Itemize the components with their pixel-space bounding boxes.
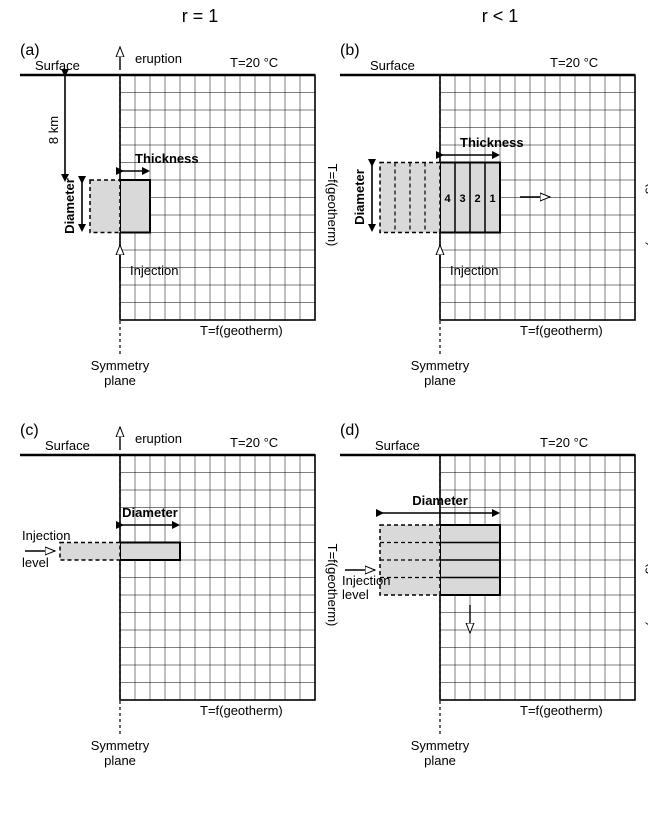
inj-lvl-c2: level (22, 555, 49, 570)
stack-1: 1 (489, 193, 495, 205)
panel-b: (b) (340, 42, 648, 388)
surface-label-d: Surface (375, 438, 420, 453)
panel-d-label: (d) (340, 422, 360, 439)
tgeo-bot-c: T=f(geotherm) (200, 703, 283, 718)
panel-d: (d) (340, 422, 648, 768)
eruption-label-a: eruption (135, 51, 182, 66)
injection-label-a: Injection (130, 263, 178, 278)
grid-d: Injection level Diameter T=20 °C T=f(geo… (340, 435, 648, 768)
diameter-label-c: Diameter (122, 505, 178, 520)
thickness-label-a: Thickness (135, 151, 199, 166)
diameter-label-b: Diameter (352, 169, 367, 225)
panel-c-label: (c) (20, 422, 39, 439)
panel-a-label: (a) (20, 42, 40, 59)
tsurf-c: T=20 °C (230, 435, 278, 450)
depth-label-a: 8 km (46, 116, 61, 144)
eruption-label-c: eruption (135, 431, 182, 446)
tsurf-b: T=20 °C (550, 55, 598, 70)
sym2-a: plane (104, 373, 136, 388)
sym2-d: plane (424, 753, 456, 768)
stack-3: 3 (459, 193, 465, 205)
diameter-label-d: Diameter (412, 493, 468, 508)
panel-b-label: (b) (340, 42, 360, 59)
tgeo-right-a: T=f(geotherm) (325, 164, 340, 247)
figure-canvas: r = 1 r < 1 (a) (0, 0, 648, 816)
sym1-c: Symmetry (91, 738, 150, 753)
tgeo-bot-a: T=f(geotherm) (200, 323, 283, 338)
tsurf-d: T=20 °C (540, 435, 588, 450)
diameter-label-a: Diameter (62, 178, 77, 234)
sym1-a: Symmetry (91, 358, 150, 373)
surface-label-c: Surface (45, 438, 90, 453)
panel-c: (c) (20, 422, 340, 768)
tgeo-right-c: T=f(geotherm) (325, 544, 340, 627)
injection-label-b: Injection (450, 263, 498, 278)
sym2-c: plane (104, 753, 136, 768)
panel-a: (a) (20, 42, 340, 388)
sym1-d: Symmetry (411, 738, 470, 753)
inj-lvl-d2: level (342, 587, 369, 602)
surface-label-b: Surface (370, 58, 415, 73)
grid-b: 4 3 2 1 Thickness Diameter Injection T=2… (340, 55, 648, 388)
stack-4: 4 (444, 193, 451, 205)
grid-c: Injection level Diameter eruption T=20 °… (20, 427, 340, 768)
header-r1: r = 1 (182, 6, 219, 26)
sym2-b: plane (424, 373, 456, 388)
inj-lvl-c1: Injection (22, 528, 70, 543)
surface-label-a: Surface (35, 58, 80, 73)
header-rlt1: r < 1 (482, 6, 519, 26)
sym1-b: Symmetry (411, 358, 470, 373)
stack-2: 2 (474, 193, 480, 205)
tgeo-bot-b: T=f(geotherm) (520, 323, 603, 338)
tsurf-a: T=20 °C (230, 55, 278, 70)
tgeo-bot-d: T=f(geotherm) (520, 703, 603, 718)
grid-a: 8 km Thickness Diameter eruption Injecti… (20, 47, 340, 388)
thickness-label-b: Thickness (460, 135, 524, 150)
inj-lvl-d1: Injection (342, 573, 390, 588)
